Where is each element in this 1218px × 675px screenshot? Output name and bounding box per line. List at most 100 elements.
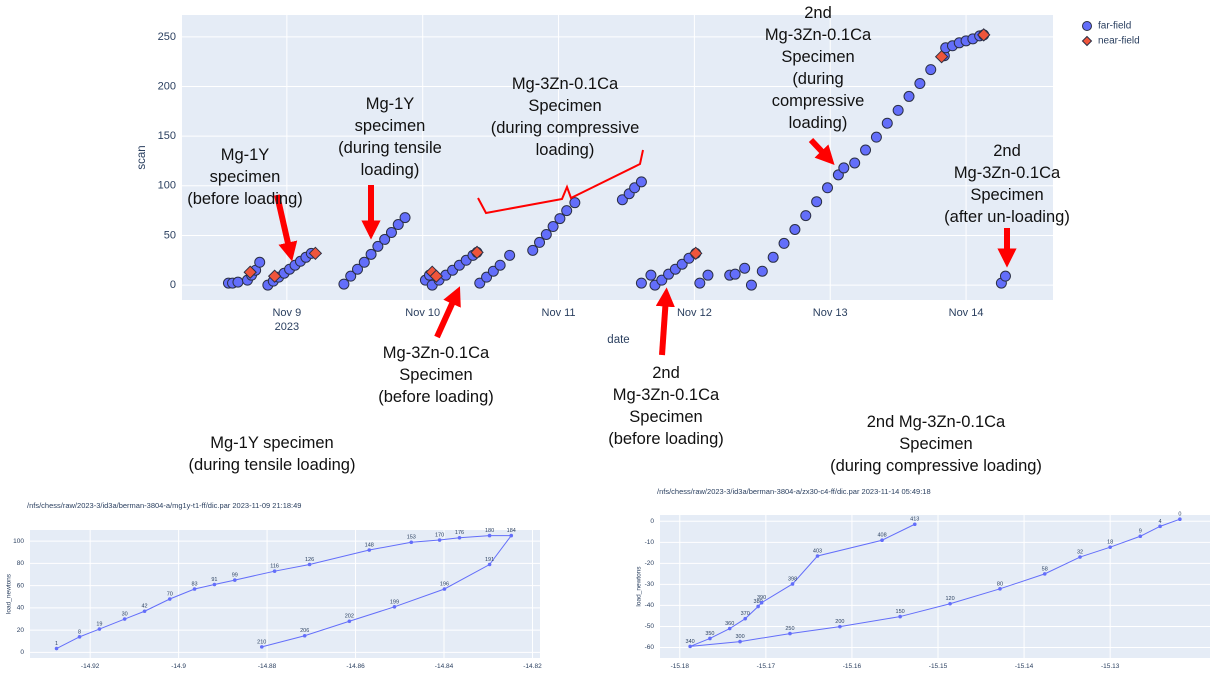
plot-background: [182, 15, 1053, 300]
marker: [54, 646, 59, 651]
point-label: 196: [440, 581, 449, 587]
marker: [1042, 572, 1047, 576]
marker: [778, 237, 790, 249]
x-tick-label: -14.9: [171, 663, 186, 670]
x-tick-label: Nov 11: [542, 307, 576, 319]
y-tick-label: 100: [158, 180, 176, 192]
x-tick-sublabel: 2023: [275, 321, 299, 333]
marker: [708, 636, 712, 641]
marker: [243, 265, 257, 279]
marker: [998, 587, 1002, 591]
annotation: 2nd Mg-3Zn-0.1Ca Specimen (after un-load…: [944, 142, 1070, 226]
marker: [365, 248, 377, 260]
marker: [254, 256, 266, 268]
point-label: 9: [1139, 529, 1142, 535]
x-tick-label: -15.15: [929, 663, 948, 670]
marker: [635, 277, 647, 289]
marker: [743, 616, 748, 621]
marker: [977, 28, 991, 42]
point-label: 58: [1042, 566, 1048, 572]
marker: [457, 535, 462, 540]
marker: [259, 645, 264, 649]
y-tick-label: 40: [17, 605, 25, 612]
point-label: 91: [211, 577, 217, 583]
marker: [999, 270, 1011, 282]
x-axis-title: date: [607, 334, 629, 346]
marker: [527, 244, 539, 256]
point-label: 80: [997, 581, 1003, 587]
point-label: 403: [813, 548, 822, 554]
point-label: 180: [485, 528, 494, 534]
marker: [142, 609, 147, 614]
marker: [122, 617, 127, 621]
x-tick-label: -15.13: [1101, 663, 1120, 670]
point-label: 398: [788, 576, 797, 582]
marker: [442, 587, 447, 591]
marker: [727, 626, 732, 631]
marker: [392, 605, 397, 609]
marker: [914, 78, 926, 90]
point-label: 300: [735, 634, 744, 640]
y-tick-label: 80: [17, 560, 25, 567]
arrow: [655, 287, 675, 356]
marker: [767, 251, 779, 263]
marker: [302, 633, 307, 638]
marker: [1158, 524, 1162, 529]
annotation: Mg-3Zn-0.1Ca Specimen (before loading): [378, 344, 494, 406]
marker: [860, 144, 872, 156]
y-tick-label: -30: [645, 581, 655, 588]
point-label: 170: [435, 532, 444, 538]
marker: [474, 277, 486, 289]
point-label: 206: [300, 628, 309, 634]
marker: [167, 597, 172, 601]
point-label: 120: [945, 596, 954, 602]
marker: [903, 90, 915, 102]
marker: [504, 249, 516, 261]
arrow: [274, 194, 298, 262]
y-tick-label: 250: [158, 31, 176, 43]
x-tick-label: Nov 13: [813, 307, 848, 319]
point-label: 83: [191, 581, 197, 587]
point-label: 390: [757, 595, 766, 601]
marker: [77, 635, 82, 639]
marker: [481, 271, 493, 283]
x-tick-label: Nov 10: [405, 307, 440, 319]
legend-marker: [1081, 35, 1093, 47]
marker: [352, 263, 364, 275]
point-label: 202: [345, 614, 354, 620]
marker: [534, 236, 546, 248]
y-tick-label: 100: [13, 538, 24, 545]
point-label: 250: [785, 626, 794, 632]
marker: [881, 117, 893, 129]
x-tick-label: Nov 9: [272, 307, 301, 319]
x-tick-label: -14.92: [81, 663, 100, 670]
arrow: [808, 137, 835, 165]
marker: [616, 194, 628, 206]
marker: [656, 274, 668, 286]
x-tick-label: -14.88: [258, 663, 277, 670]
point-label: 176: [455, 530, 464, 536]
annotation: Mg-3Zn-0.1Ca Specimen (during compressiv…: [490, 75, 640, 159]
point-label: 340: [686, 639, 695, 645]
marker: [509, 533, 514, 538]
marker: [1108, 545, 1112, 549]
y-tick-label: 60: [17, 582, 25, 589]
point-label: 32: [1077, 550, 1083, 556]
y-axis-title: load_newtons: [6, 573, 13, 614]
point-label: 350: [705, 631, 714, 637]
y-tick-label: 150: [158, 130, 176, 142]
y-tick-label: 20: [17, 627, 25, 634]
marker: [689, 246, 703, 261]
point-label: 1: [55, 641, 58, 647]
marker: [547, 221, 559, 233]
point-label: 210: [257, 639, 266, 645]
marker: [385, 226, 397, 238]
point-label: 360: [725, 621, 734, 627]
point-label: 30: [122, 611, 128, 617]
point-label: 126: [305, 557, 314, 563]
marker: [345, 270, 357, 282]
marker: [849, 157, 861, 169]
marker: [367, 548, 372, 552]
point-label: 380: [754, 599, 763, 605]
